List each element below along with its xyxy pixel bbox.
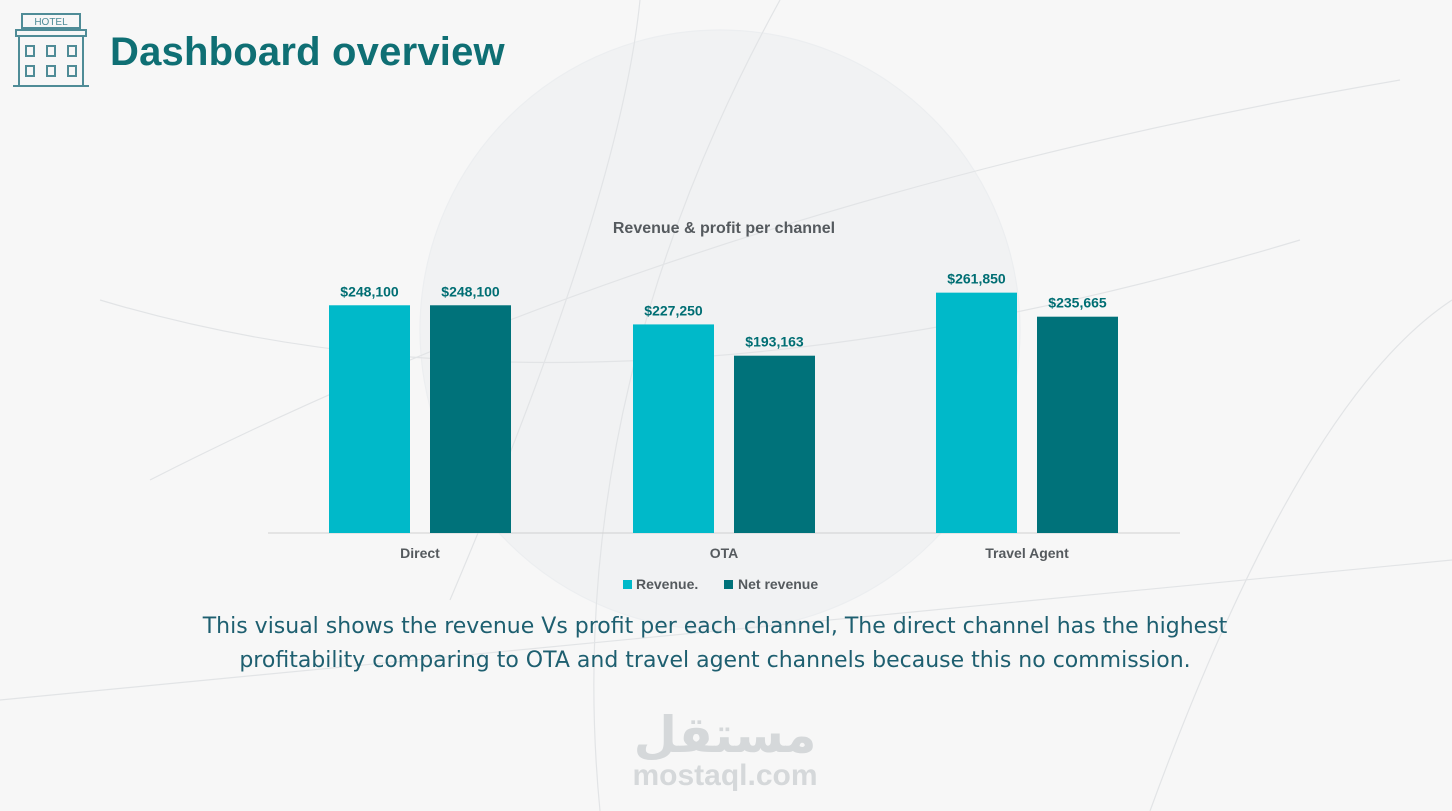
bar-ota-net-revenue bbox=[734, 355, 815, 533]
x-tick-label: OTA bbox=[710, 545, 739, 561]
bar-direct-revenue bbox=[329, 305, 410, 533]
chart-title: Revenue & profit per channel bbox=[613, 220, 835, 237]
revenue-profit-chart: Revenue & profit per channel $248,100 $24… bbox=[268, 220, 1180, 592]
legend-label-net-revenue: Net revenue bbox=[738, 576, 818, 592]
bar-direct-net-revenue bbox=[430, 305, 511, 533]
hotel-sign-text: HOTEL bbox=[34, 17, 68, 28]
data-label: $248,100 bbox=[340, 283, 399, 299]
legend-label-revenue: Revenue. bbox=[636, 576, 698, 592]
data-label: $227,250 bbox=[644, 302, 703, 318]
data-label: $235,665 bbox=[1048, 295, 1107, 311]
caption-line-1: This visual shows the revenue Vs profit … bbox=[202, 614, 1228, 639]
page-title: Dashboard overview bbox=[110, 30, 505, 74]
bar-travel-agent-revenue bbox=[936, 292, 1017, 533]
legend-swatch-revenue bbox=[623, 580, 632, 589]
data-label: $193,163 bbox=[745, 334, 804, 350]
bar-ota-revenue bbox=[633, 324, 714, 533]
legend: Revenue. Net revenue bbox=[623, 576, 818, 592]
data-label: $248,100 bbox=[441, 283, 500, 299]
mostaql-watermark: مستقل mostaql.com bbox=[630, 710, 820, 792]
caption-line-2: profitability comparing to OTA and trave… bbox=[239, 648, 1191, 673]
hotel-icon: HOTEL bbox=[13, 13, 89, 87]
data-label: $261,850 bbox=[947, 271, 1006, 287]
legend-swatch-net-revenue bbox=[724, 580, 733, 589]
watermark-arabic: مستقل bbox=[633, 706, 817, 764]
watermark-latin: mostaql.com bbox=[632, 759, 818, 792]
x-tick-label: Direct bbox=[400, 545, 440, 561]
x-tick-label: Travel Agent bbox=[985, 545, 1069, 561]
bar-travel-agent-net-revenue bbox=[1037, 316, 1118, 533]
chart-caption: This visual shows the revenue Vs profit … bbox=[150, 610, 1280, 678]
